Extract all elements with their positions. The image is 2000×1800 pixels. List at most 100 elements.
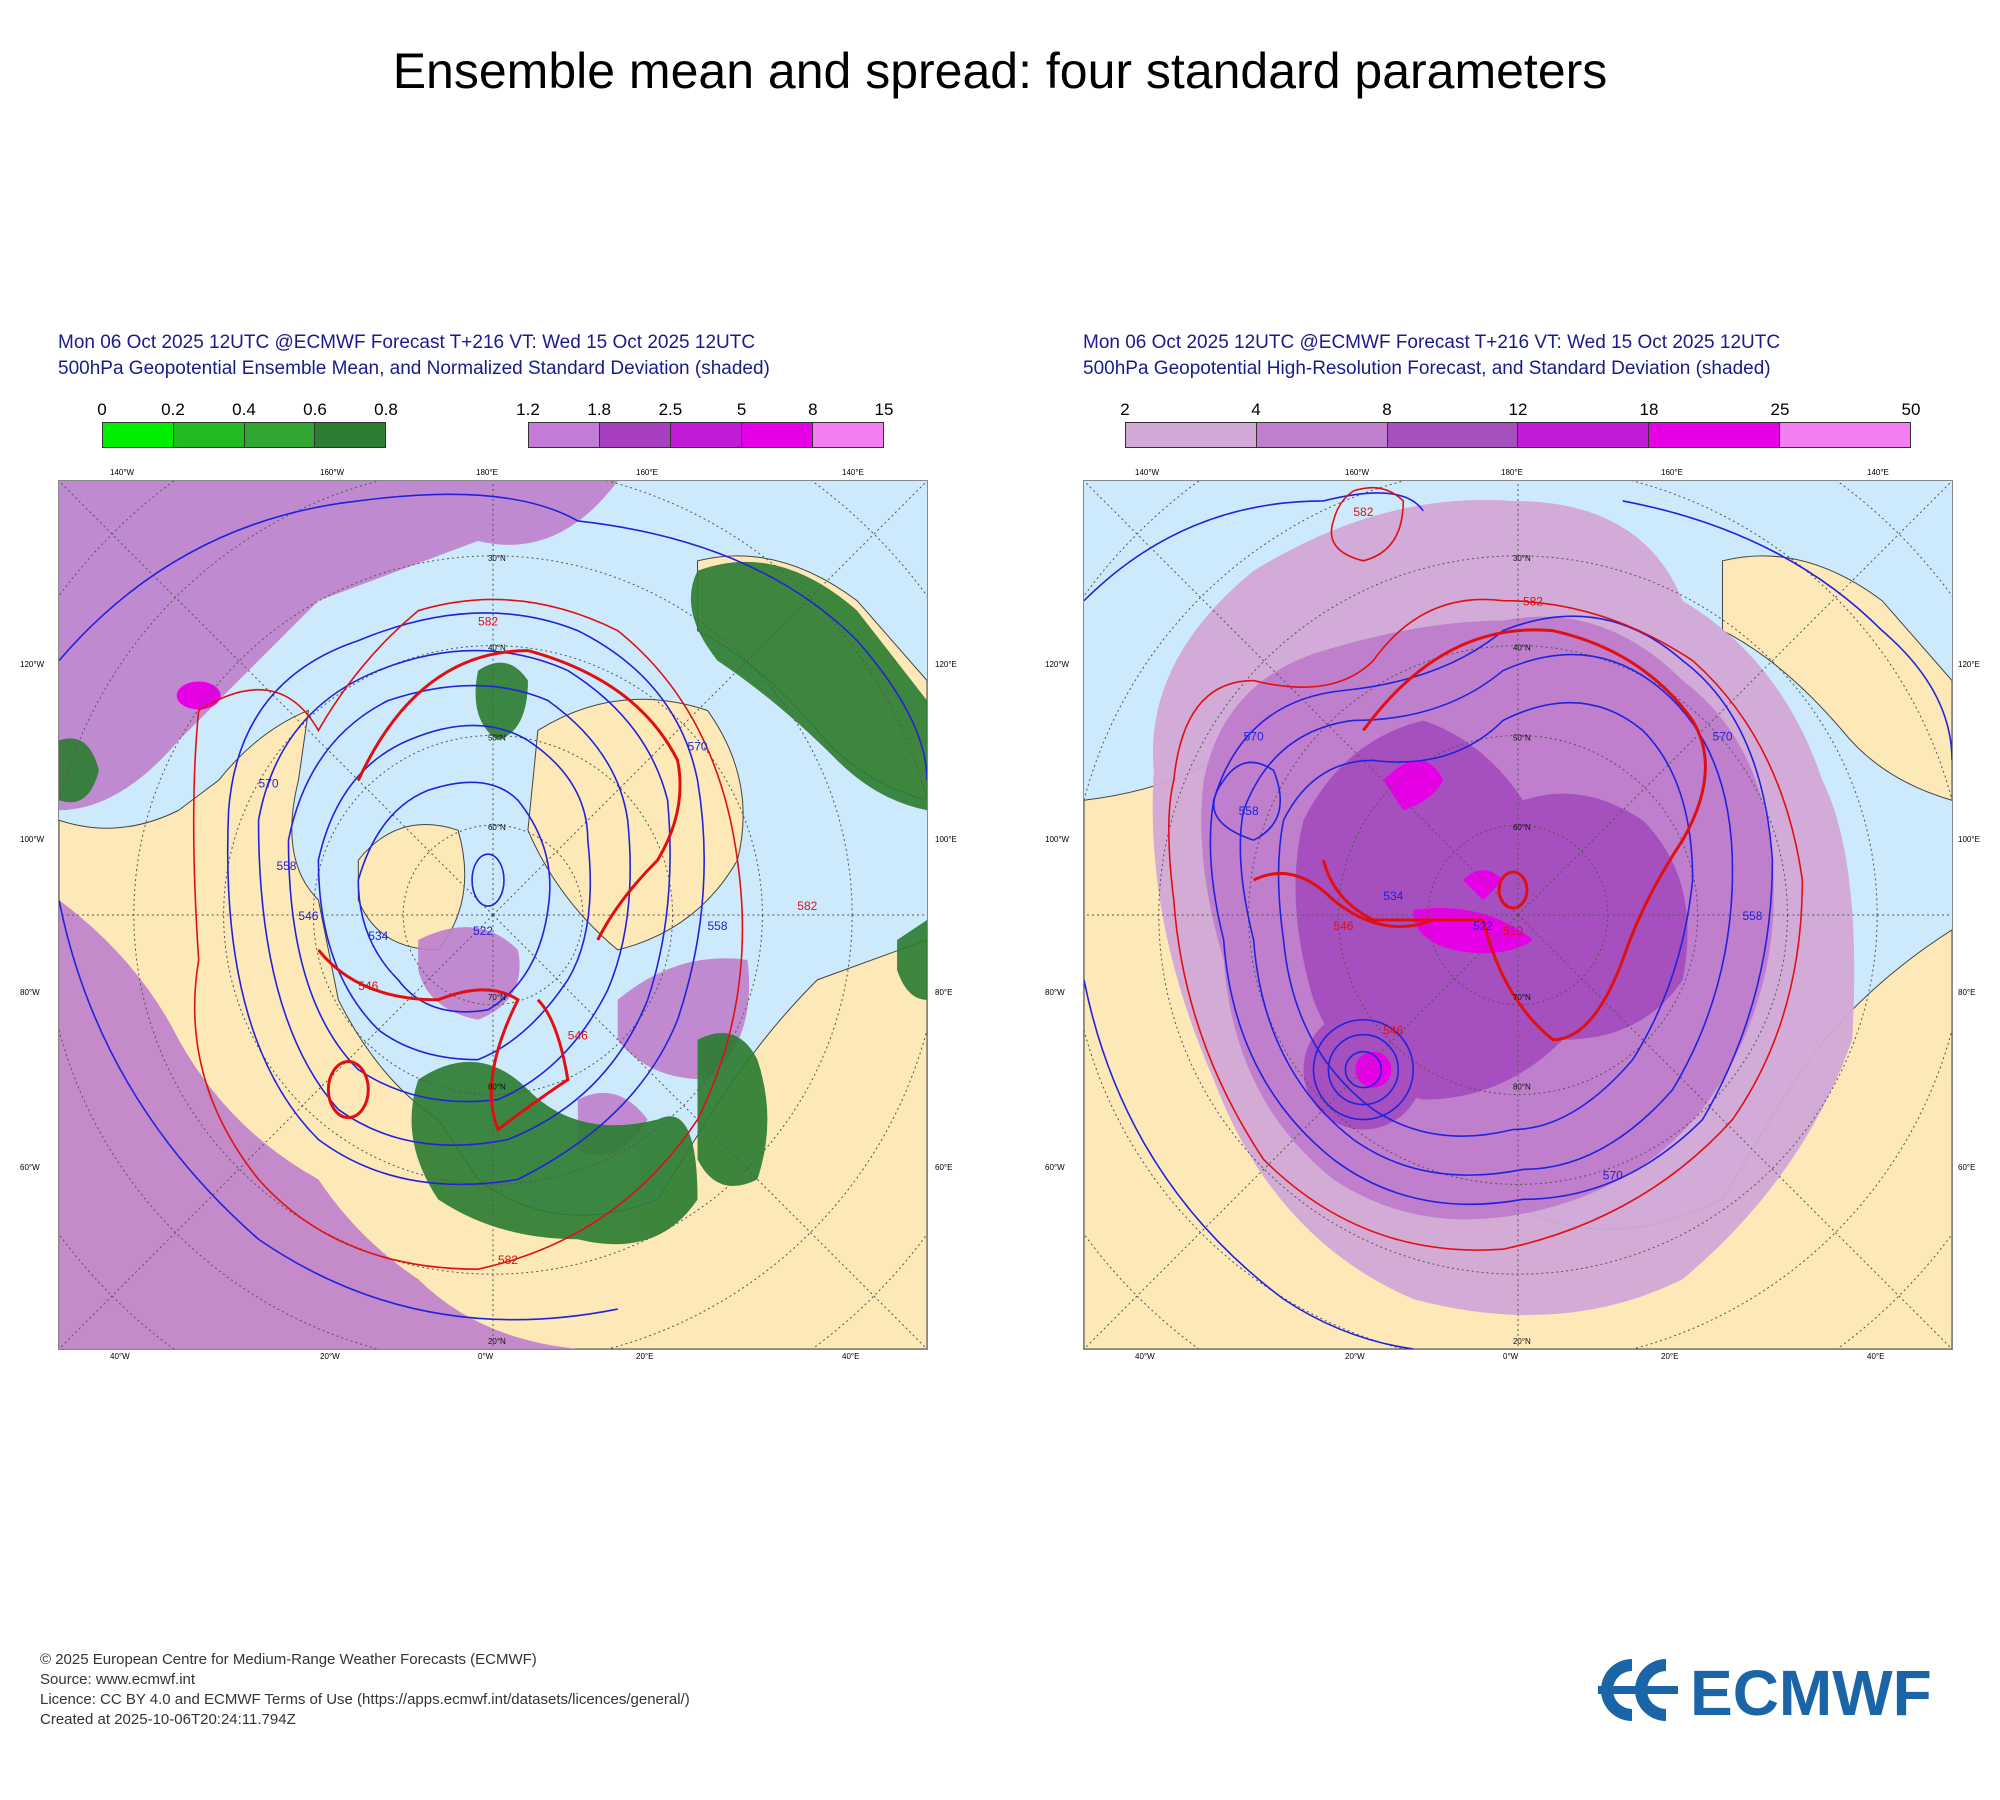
contour-label: 522 [1473, 919, 1493, 933]
contour-label: 582 [1523, 595, 1543, 609]
svg-text:70°N: 70°N [488, 993, 506, 1002]
contour-label: 546 [1383, 1024, 1403, 1038]
colorbar-label: 0.2 [161, 400, 185, 419]
contour-label: 534 [368, 929, 388, 943]
contour-label: 558 [708, 919, 728, 933]
colorbar-swatch [1518, 423, 1650, 447]
panel-header: Mon 06 Oct 2025 12UTC @ECMWF Forecast T+… [1083, 330, 1780, 382]
geopotential-contours-blue [1084, 492, 1952, 1349]
created-text: Created at 2025-10-06T20:24:11.794Z [40, 1711, 296, 1728]
contour-label: 558 [1239, 804, 1259, 818]
colorbar-label: 0.4 [232, 400, 256, 419]
colorbar-label: 8 [808, 400, 818, 419]
svg-text:20°N: 20°N [1513, 1337, 1531, 1346]
colorbar-swatch [103, 423, 174, 447]
contour-label: 510 [1503, 924, 1523, 938]
svg-text:30°N: 30°N [1513, 554, 1531, 563]
svg-text:70°N: 70°N [1513, 993, 1531, 1002]
contour-label: 582 [478, 615, 498, 629]
copyright-text: © 2025 European Centre for Medium-Range … [40, 1651, 537, 1668]
colorbar-green [102, 422, 386, 448]
svg-text:40°N: 40°N [1513, 644, 1531, 653]
svg-text:80°N: 80°N [488, 1083, 506, 1092]
colorbar-swatch [1780, 423, 1910, 447]
header-line-1: Mon 06 Oct 2025 12UTC @ECMWF Forecast T+… [58, 332, 756, 353]
map-canvas: 570 558 534 522 570 558 570 582 582 546 … [1084, 481, 1952, 1349]
latitude-labels: 30°N 40°N 50°N 60°N 70°N 80°N 20°N [1513, 554, 1531, 1346]
svg-text:20°N: 20°N [488, 1337, 506, 1346]
colorbar-label: 15 [874, 400, 894, 419]
colorbar-green-labels: 0 0.2 0.4 0.6 0.8 [97, 400, 398, 420]
geopotential-contours-blue [59, 493, 927, 1321]
svg-text:80°N: 80°N [1513, 1083, 1531, 1092]
contour-label: 582 [1353, 505, 1373, 519]
colorbar-label: 0.6 [303, 400, 327, 419]
svg-text:60°N: 60°N [1513, 823, 1531, 832]
geopotential-contours-red [192, 598, 744, 1270]
colorbar [1125, 422, 1911, 448]
contour-label: 570 [259, 776, 279, 790]
contour-label: 546 [1333, 919, 1353, 933]
svg-text:60°N: 60°N [488, 823, 506, 832]
colorbar-label: 8 [1382, 400, 1392, 419]
colorbar-swatch [742, 423, 813, 447]
graticule [59, 481, 927, 1349]
header-line-2: 500hPa Geopotential Ensemble Mean, and N… [58, 358, 770, 379]
svg-text:50°N: 50°N [1513, 733, 1531, 742]
colorbar-purple-labels: 1.2 1.8 2.5 5 8 15 [516, 400, 893, 420]
contour-label: 570 [688, 739, 708, 753]
colorbar-swatch [173, 423, 245, 447]
colorbar-swatch [315, 423, 385, 447]
svg-text:30°N: 30°N [488, 554, 506, 563]
svg-text:50°N: 50°N [488, 733, 506, 742]
panel-ensemble-mean: Mon 06 Oct 2025 12UTC @ECMWF Forecast T+… [58, 330, 938, 1361]
page-title: Ensemble mean and spread: four standard … [392, 43, 1608, 99]
contour-label: 522 [473, 924, 493, 938]
colorbar-swatch [813, 423, 883, 447]
colorbar-swatch [244, 423, 316, 447]
contour-label: 582 [797, 899, 817, 913]
colorbar-label: 50 [1901, 400, 1921, 419]
contour-labels: 570 558 534 522 570 558 570 582 582 546 … [1239, 505, 1763, 1182]
map-canvas: 570 558 546 534 522 570 558 582 582 582 … [59, 481, 927, 1349]
geopotential-contours-red [1168, 486, 1804, 1251]
spread-magenta-shading [176, 681, 221, 710]
colorbar-label: 0 [97, 400, 107, 419]
colorbar-label: 25 [1770, 400, 1790, 419]
colorbar-swatch [600, 423, 671, 447]
header-line-2: 500hPa Geopotential High-Resolution Fore… [1083, 358, 1771, 379]
colorbar-swatch [1649, 423, 1781, 447]
colorbar-swatch [1387, 423, 1519, 447]
colorbar-label: 0.8 [374, 400, 398, 419]
contour-label: 546 [358, 979, 378, 993]
colorbar-label: 1.8 [587, 400, 612, 419]
panel-high-resolution: Mon 06 Oct 2025 12UTC @ECMWF Forecast T+… [1083, 330, 1963, 1361]
colorbar-swatch [529, 423, 600, 447]
svg-text:ECMWF: ECMWF [1690, 1657, 1932, 1725]
map-high-resolution: 570 558 534 522 570 558 570 582 582 546 … [1083, 480, 1953, 1350]
colorbar-label: 1.2 [516, 400, 540, 419]
colorbar-label: 4 [1251, 400, 1261, 419]
contour-label: 570 [1603, 1168, 1623, 1182]
colorbar-label: 12 [1508, 400, 1528, 419]
header-line-1: Mon 06 Oct 2025 12UTC @ECMWF Forecast T+… [1083, 332, 1781, 353]
colorbar-swatch [1256, 423, 1388, 447]
footer: © 2025 European Centre for Medium-Range … [40, 1650, 690, 1730]
colorbar-swatch [1126, 423, 1257, 447]
colorbar-label: 2.5 [658, 400, 683, 419]
contour-label: 558 [276, 859, 296, 873]
contour-label: 546 [568, 1029, 588, 1043]
graticule [1084, 481, 1952, 1349]
colorbar-label: 18 [1639, 400, 1659, 419]
panel-header: Mon 06 Oct 2025 12UTC @ECMWF Forecast T+… [58, 330, 770, 382]
contour-label: 546 [298, 909, 318, 923]
map-ensemble-mean: 570 558 546 534 522 570 558 582 582 582 … [58, 480, 928, 1350]
svg-text:40°N: 40°N [488, 644, 506, 653]
licence-text: Licence: CC BY 4.0 and ECMWF Terms of Us… [40, 1691, 690, 1708]
contour-label: 570 [1244, 729, 1264, 743]
colorbar-swatch [671, 423, 742, 447]
ecmwf-logo-icon: ECMWF [1598, 1657, 1932, 1729]
colorbar-labels: 2 4 8 12 18 25 50 [1120, 400, 1920, 420]
latitude-labels: 30°N 40°N 50°N 60°N 70°N 80°N 20°N [488, 554, 506, 1346]
ecmwf-logo: ECMWF [1590, 1655, 1960, 1729]
